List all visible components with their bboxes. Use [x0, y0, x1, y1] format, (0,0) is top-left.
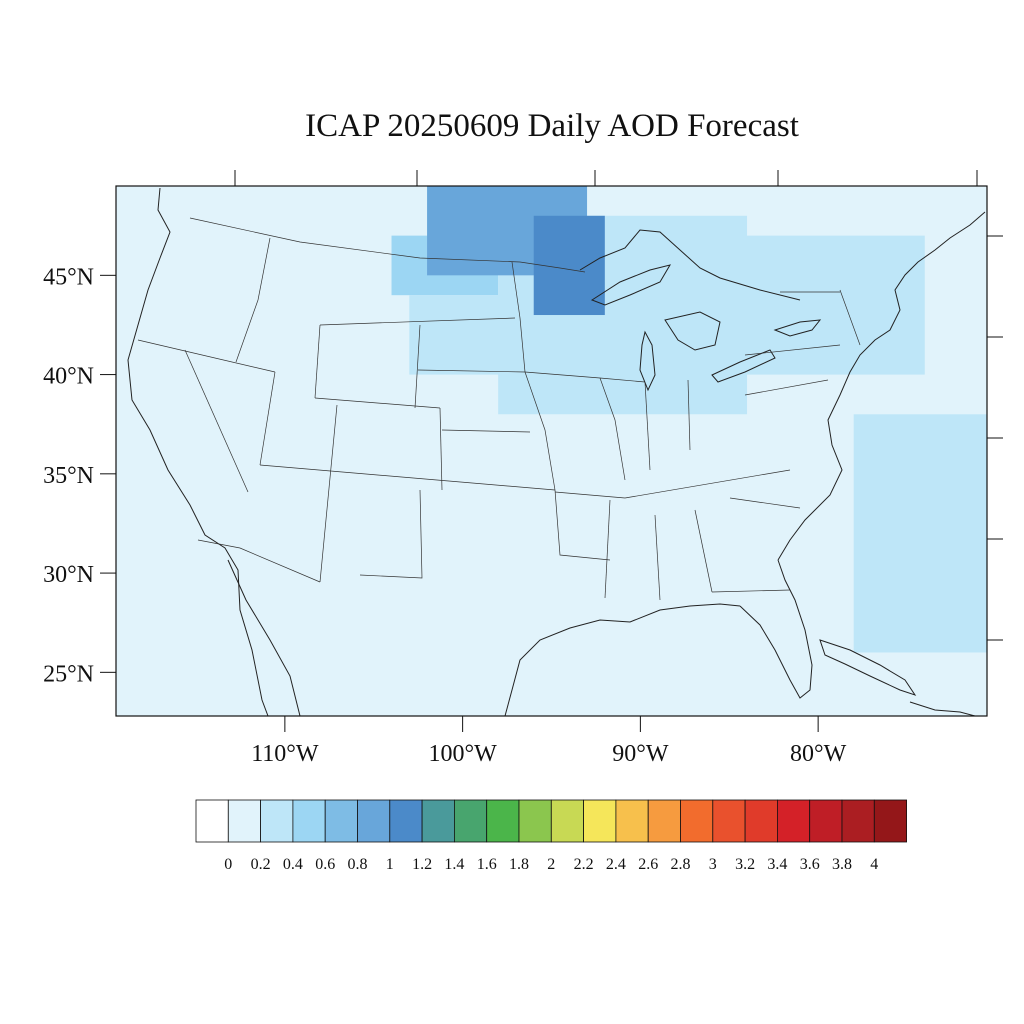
colorbar-swatch [615, 799, 649, 843]
colorbar-swatch [324, 799, 358, 843]
lon-tick-label: 110°W [251, 741, 319, 767]
colorbar-swatch [777, 799, 811, 843]
colorbar-label: 3.8 [832, 856, 852, 873]
colorbar-label: 2 [547, 856, 555, 873]
aod-field [391, 186, 987, 653]
colorbar-label: 2.6 [638, 856, 658, 873]
colorbar-swatch [453, 799, 488, 843]
longitude-axis: 110°W 100°W 90°W 80°W [251, 716, 847, 767]
colorbar-swatch [680, 799, 714, 843]
colorbar-swatch [389, 799, 423, 843]
lat-tick-label: 25°N [43, 661, 94, 687]
colorbar-label: 4 [870, 856, 878, 873]
aod-cell [853, 414, 987, 653]
chart-title: ICAP 20250609 Daily AOD Forecast [305, 108, 799, 144]
colorbar-label: 3.4 [767, 856, 787, 873]
colorbar-label: 0.6 [315, 856, 335, 873]
colorbar-label: 0.8 [348, 856, 368, 873]
colorbar-label: 2.2 [574, 856, 594, 873]
colorbar-swatch [583, 799, 617, 843]
colorbar-label: 0 [224, 856, 232, 873]
colorbar-swatch [227, 799, 262, 843]
colorbar-label: 1.4 [444, 856, 464, 873]
colorbar-swatch [260, 799, 294, 843]
coastlines [127, 187, 986, 716]
colorbar-label: 3.2 [735, 856, 755, 873]
colorbar-label: 0.4 [283, 856, 303, 873]
colorbar-swatch [550, 799, 584, 843]
colorbar-swatch [744, 799, 778, 843]
colorbar-label: 1.8 [509, 856, 529, 873]
colorbar-swatch [518, 799, 552, 843]
colorbar-label: 2.8 [671, 856, 691, 873]
colorbar: 0 0.2 0.4 0.6 0.8 1 1.2 1.4 1.6 1.8 2 2.2 2.4 2.6 2.8 3… [195, 799, 907, 873]
colorbar-swatch [841, 799, 875, 843]
lat-tick-label: 30°N [43, 562, 94, 588]
colorbar-swatch [357, 799, 391, 843]
aod-cell [533, 215, 605, 316]
map-frame [115, 185, 988, 717]
colorbar-swatch [809, 799, 843, 843]
colorbar-label: 1 [386, 856, 394, 873]
colorbar-swatch [195, 799, 229, 843]
colorbar-swatch [712, 799, 746, 843]
colorbar-label: 1.2 [412, 856, 432, 873]
lon-tick-label: 100°W [428, 741, 497, 767]
colorbar-label: 3.6 [800, 856, 820, 873]
colorbar-label: 1.6 [477, 856, 497, 873]
lat-tick-label: 35°N [43, 463, 94, 489]
colorbar-label: 3 [709, 856, 717, 873]
lon-tick-label: 90°W [612, 741, 669, 767]
colorbar-swatch [873, 799, 907, 843]
colorbar-swatch [421, 799, 455, 843]
colorbar-label: 2.4 [606, 856, 626, 873]
latitude-axis: 45°N 40°N 35°N 30°N 25°N [43, 264, 116, 687]
lon-tick-label: 80°W [790, 741, 847, 767]
colorbar-swatch [647, 799, 681, 843]
aod-cell [729, 235, 925, 375]
colorbar-swatch [486, 799, 520, 843]
lat-tick-label: 40°N [43, 364, 94, 390]
colorbar-swatch [292, 799, 326, 843]
lat-tick-label: 45°N [43, 264, 94, 290]
map-panel: 45°N 40°N 35°N 30°N 25°N 110°W 100°W 90°W 80°W [43, 170, 1003, 767]
state-borders [137, 217, 861, 601]
top-right-ticks [234, 170, 1003, 641]
colorbar-label: 0.2 [251, 856, 271, 873]
